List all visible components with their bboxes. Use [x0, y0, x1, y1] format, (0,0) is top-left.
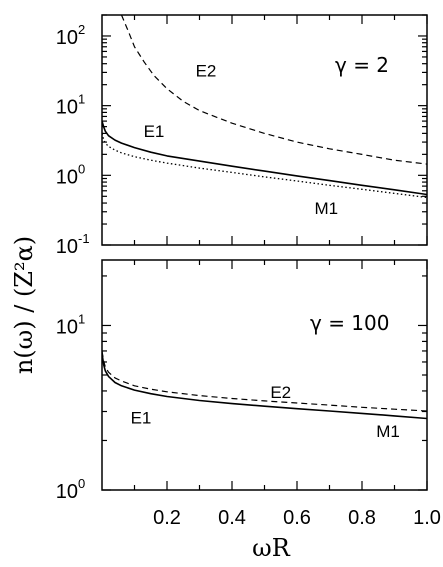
series-label-m1: M1 [314, 199, 338, 218]
y-tick-exponent: 0 [78, 476, 85, 491]
series-line-m1 [102, 133, 427, 199]
series-label-e2: E2 [196, 61, 217, 80]
y-tick-label: 10 [56, 316, 78, 338]
series-label-e1: E1 [131, 409, 152, 428]
y-tick-label: 10 [56, 27, 78, 49]
x-tick-label: 0.6 [283, 507, 311, 529]
y-tick-exponent: 1 [78, 92, 85, 107]
y-tick-label: 10 [56, 97, 78, 119]
series-line-e1 [102, 120, 427, 196]
series-line-e1 [102, 352, 427, 420]
x-tick-label: 0.2 [153, 507, 181, 529]
x-tick-label: 0.8 [348, 507, 376, 529]
y-tick-exponent: 1 [78, 311, 85, 326]
plot-frame [101, 259, 428, 491]
y-tick-label: 10 [56, 166, 78, 188]
series-label-m1: M1 [376, 422, 400, 441]
series-label-e2: E2 [270, 383, 291, 402]
x-axis-title: ωR [252, 534, 291, 562]
gamma-annotation: γ = 100 [310, 311, 389, 335]
x-tick-label: 0.4 [218, 507, 246, 529]
series-line-e2 [120, 15, 427, 165]
y-tick-exponent: 0 [78, 161, 85, 176]
y-tick-label: 10 [56, 481, 78, 503]
series-line-e2 [102, 350, 427, 412]
y-tick-label: 10 [56, 236, 78, 258]
series-label-e1: E1 [144, 122, 165, 141]
x-tick-label: 1.0 [413, 507, 441, 529]
y-tick-exponent: -1 [78, 231, 90, 246]
y-tick-exponent: 2 [78, 22, 85, 37]
y-axis-title: n(ω) / (Z²α) [10, 236, 38, 374]
gamma-annotation: γ = 2 [335, 53, 389, 77]
